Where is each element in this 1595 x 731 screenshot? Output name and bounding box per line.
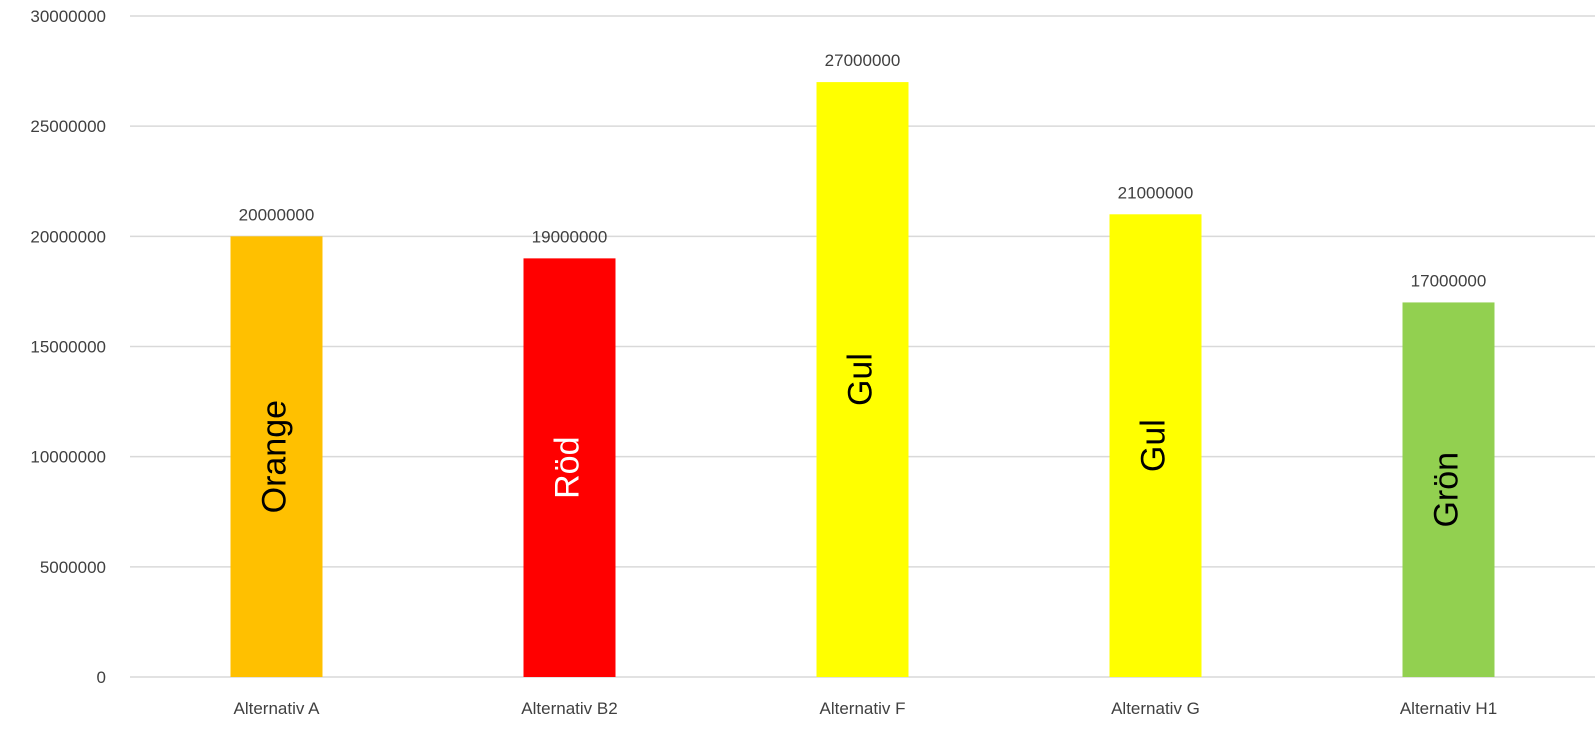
data-label: 19000000 (532, 227, 608, 246)
bar-inner-labels: Orange Röd Gul Gul Grön (255, 353, 1465, 527)
data-label: 21000000 (1118, 183, 1194, 202)
y-tick-label: 30000000 (30, 7, 106, 26)
y-tick-label: 15000000 (30, 338, 106, 357)
y-tick-label: 25000000 (30, 117, 106, 136)
data-label: 27000000 (825, 51, 901, 70)
x-axis-tick-labels: Alternativ A Alternativ B2 Alternativ F Alt… (234, 699, 1498, 718)
data-label: 17000000 (1411, 271, 1487, 290)
y-tick-label: 20000000 (30, 227, 106, 246)
bar-inner-label: Gul (841, 353, 879, 406)
bar (523, 258, 616, 677)
bar (1402, 302, 1495, 677)
x-tick-label: Alternativ B2 (521, 699, 617, 718)
y-tick-label: 10000000 (30, 448, 106, 467)
x-tick-label: Alternativ G (1111, 699, 1200, 718)
bar-inner-label: Röd (548, 436, 586, 498)
bar-inner-label: Gul (1134, 419, 1172, 472)
y-axis-tick-labels: 0 5000000 10000000 15000000 20000000 25000000… (30, 7, 106, 687)
bar (816, 82, 909, 678)
bar (230, 236, 323, 678)
x-tick-label: Alternativ A (234, 699, 321, 718)
y-tick-label: 0 (97, 668, 106, 687)
x-tick-label: Alternativ F (820, 699, 906, 718)
x-tick-label: Alternativ H1 (1400, 699, 1497, 718)
y-tick-label: 5000000 (40, 558, 106, 577)
bars (230, 82, 1495, 678)
data-label: 20000000 (239, 205, 315, 224)
bar-inner-label: Grön (1427, 452, 1465, 528)
bar-inner-label: Orange (255, 400, 293, 513)
data-labels: 20000000 19000000 27000000 21000000 17000000 (239, 51, 1487, 290)
bar (1109, 214, 1202, 678)
